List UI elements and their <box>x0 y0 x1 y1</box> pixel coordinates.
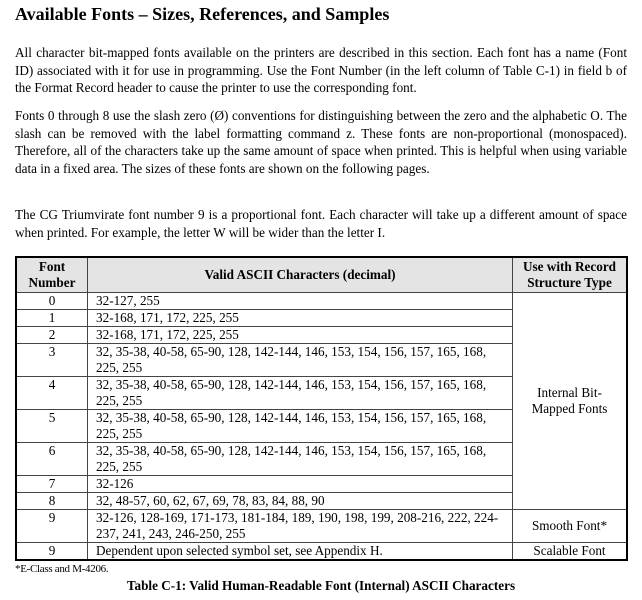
table-row: 2 32-168, 171, 172, 225, 255 <box>15 326 627 344</box>
font-number-cell: 1 <box>15 309 88 327</box>
valid-chars-cell: 32-126 <box>87 475 513 493</box>
header-record-type: Use with Record Structure Type <box>512 256 628 293</box>
fonts-table: Font Number Valid ASCII Characters (deci… <box>15 256 628 561</box>
paragraph-proportional: The CG Triumvirate font number 9 is a pr… <box>15 207 627 240</box>
paragraph-intro: All character bit-mapped fonts available… <box>15 45 627 95</box>
font-number-cell: 7 <box>15 475 88 493</box>
valid-chars-cell: 32-126, 128-169, 171-173, 181-184, 189, … <box>87 509 513 543</box>
valid-chars-cell: Dependent upon selected symbol set, see … <box>87 542 513 561</box>
valid-chars-cell: 32, 35-38, 40-58, 65-90, 128, 142-144, 1… <box>87 442 513 476</box>
table-row: 6 32, 35-38, 40-58, 65-90, 128, 142-144, … <box>15 442 627 476</box>
font-number-cell: 6 <box>15 442 88 476</box>
table-row: 8 32, 48-57, 60, 62, 67, 69, 78, 83, 84, … <box>15 492 627 510</box>
font-number-cell: 0 <box>15 292 88 310</box>
valid-chars-cell: 32, 48-57, 60, 62, 67, 69, 78, 83, 84, 8… <box>87 492 513 510</box>
header-valid-chars: Valid ASCII Characters (decimal) <box>87 256 513 293</box>
valid-chars-cell: 32, 35-38, 40-58, 65-90, 128, 142-144, 1… <box>87 376 513 410</box>
footnote: *E-Class and M-4206. <box>15 563 109 575</box>
table-row: 7 32-126 <box>15 475 627 493</box>
valid-chars-cell: 32-168, 171, 172, 225, 255 <box>87 326 513 344</box>
valid-chars-cell: 32, 35-38, 40-58, 65-90, 128, 142-144, 1… <box>87 409 513 443</box>
table-row: 5 32, 35-38, 40-58, 65-90, 128, 142-144, … <box>15 409 627 443</box>
table-row: 9 32-126, 128-169, 171-173, 181-184, 189,… <box>15 509 628 543</box>
table-caption: Table C-1: Valid Human-Readable Font (In… <box>126 578 516 593</box>
font-number-cell: 9 <box>15 509 88 543</box>
valid-chars-cell: 32-168, 171, 172, 225, 255 <box>87 309 513 327</box>
page-title: Available Fonts – Sizes, References, and… <box>15 4 390 24</box>
font-number-cell: 4 <box>15 376 88 410</box>
font-number-cell: 2 <box>15 326 88 344</box>
record-type-cell: Scalable Font <box>512 542 628 561</box>
valid-chars-cell: 32, 35-38, 40-58, 65-90, 128, 142-144, 1… <box>87 343 513 377</box>
table-row: 4 32, 35-38, 40-58, 65-90, 128, 142-144, … <box>15 376 627 410</box>
paragraph-slash-zero: Fonts 0 through 8 use the slash zero (Ø)… <box>15 108 627 176</box>
font-number-cell: 8 <box>15 492 88 510</box>
valid-chars-cell: 32-127, 255 <box>87 292 513 310</box>
table-row: 3 32, 35-38, 40-58, 65-90, 128, 142-144, … <box>15 343 627 377</box>
table-row: 9 Dependent upon selected symbol set, see… <box>15 542 628 561</box>
table-row: 0 32-127, 255 Internal Bit-Mapped Fonts <box>15 292 628 510</box>
record-type-cell: Internal Bit-Mapped Fonts <box>512 292 628 510</box>
font-number-cell: 3 <box>15 343 88 377</box>
record-type-cell: Smooth Font* <box>512 509 628 543</box>
font-number-cell: 5 <box>15 409 88 443</box>
header-font-number: Font Number <box>15 256 88 293</box>
font-number-cell: 9 <box>15 542 88 561</box>
table-header-row: Font Number Valid ASCII Characters (deci… <box>15 256 628 293</box>
